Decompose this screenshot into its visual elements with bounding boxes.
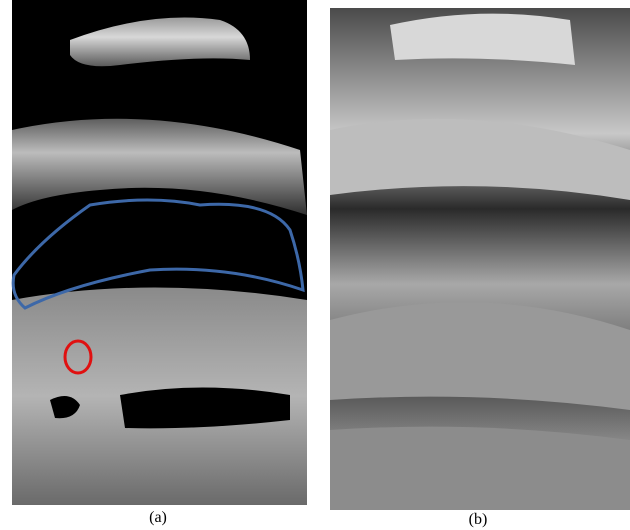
depth-region <box>330 427 630 510</box>
depth-region <box>330 302 630 410</box>
depth-region <box>390 14 575 65</box>
caption: (b) <box>469 511 488 528</box>
page: (a) (b) (() => { const data = JSON.parse… <box>0 0 630 530</box>
panel-b <box>330 8 630 510</box>
panel-a <box>12 0 307 505</box>
figure: (a) (b) <box>0 0 630 530</box>
hole <box>120 388 290 429</box>
caption: (a) <box>149 509 167 526</box>
